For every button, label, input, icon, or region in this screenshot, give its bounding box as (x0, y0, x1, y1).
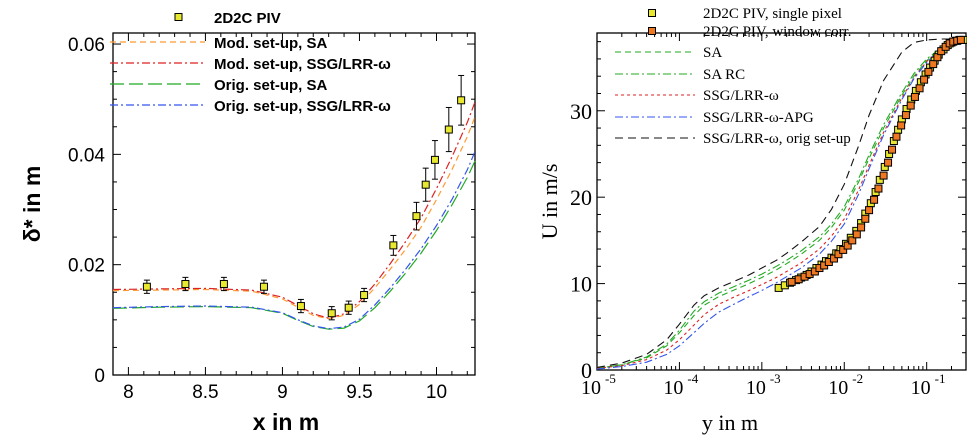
data-point (892, 132, 901, 141)
legend-label: SSG/LRR-ω (703, 88, 779, 104)
data-point (929, 60, 938, 69)
plot-frame (596, 32, 967, 371)
data-point (259, 282, 268, 291)
legend: 2D2C PIV Mod. set-up, SA Mod. set-up, SSG/… (110, 10, 391, 115)
data-point (360, 291, 369, 300)
data-point (920, 75, 929, 84)
x-tick-label: 10 (746, 377, 766, 399)
x-tick-label-exponent: -4 (687, 371, 698, 386)
data-point (829, 254, 838, 263)
x-tick-label: 9.5 (346, 382, 372, 403)
data-point (924, 67, 933, 76)
data-point (327, 309, 336, 318)
x-axis-label: y in m (702, 410, 758, 435)
series-line (112, 116, 476, 320)
x-tick-label: 8.5 (192, 382, 218, 403)
data-point (142, 282, 151, 291)
y-tick-label: 0 (581, 358, 592, 383)
legend-label: SSG/LRR-ω-APG (703, 110, 814, 126)
legend-label: 2D2C PIV, single pixel (703, 6, 842, 22)
data-point (412, 212, 421, 221)
data-point (857, 223, 866, 232)
legend-label: SSG/LRR-ω, orig set-up (703, 131, 851, 147)
data-point (884, 158, 893, 167)
series-line (112, 151, 476, 330)
data-point (787, 277, 796, 286)
data-point (910, 92, 919, 101)
x-tick-label: 10 (828, 377, 848, 399)
legend-label: SA (703, 45, 722, 61)
series-line (596, 38, 967, 369)
legend-marker (174, 13, 183, 21)
y-axis-label: U in m/s (537, 164, 562, 240)
y-tick-label: 0 (94, 366, 105, 387)
legend-marker (648, 27, 656, 35)
x-axis-label: x in m (253, 409, 319, 435)
y-tick-label: 0.04 (68, 145, 105, 166)
x-tick-label: 8 (123, 382, 134, 403)
data-point (296, 302, 305, 311)
x-tick-label-exponent: -3 (770, 371, 781, 386)
data-point (861, 214, 870, 223)
legend-label: Orig. set-up, SSG/LRR-ω (214, 98, 391, 115)
left-chart-displacement-thickness: 8 8.5 9 9.5 10 0 0.02 0.04 0.06 x in m δ* in m 2D2C… (19, 10, 476, 435)
x-tick-label: 10 (911, 377, 931, 399)
y-tick-label: 0.02 (68, 256, 105, 277)
x-tick-label: 9 (277, 382, 288, 403)
y-axis-label: δ* in m (19, 166, 45, 243)
y-tick-label: 30 (570, 99, 592, 124)
data-point (430, 155, 439, 164)
series-line (596, 38, 967, 369)
y-tick-label: 0.06 (68, 35, 105, 56)
legend-label: 2D2C PIV, window corr. (703, 24, 851, 40)
data-point (897, 121, 906, 130)
data-point (852, 230, 861, 239)
data-point (839, 245, 848, 254)
data-point (421, 180, 430, 189)
x-tick-label: 10 (581, 377, 601, 399)
series-line (596, 38, 967, 370)
legend-label: 2D2C PIV (214, 10, 281, 27)
legend-marker (648, 9, 656, 17)
data-point (834, 250, 843, 259)
data-point (865, 206, 874, 215)
legend: 2D2C PIV, single pixel 2D2C PIV, window c… (615, 6, 851, 147)
x-tick-label-exponent: -2 (852, 371, 863, 386)
data-point (181, 279, 190, 288)
data-point (843, 241, 852, 250)
series-line (596, 38, 966, 368)
legend-label: Mod. set-up, SSG/LRR-ω (214, 56, 391, 73)
series-line (112, 101, 476, 319)
data-point (848, 236, 857, 245)
data-point (457, 96, 466, 105)
data-point (937, 47, 946, 56)
legend-label: Orig. set-up, SA (214, 77, 328, 94)
y-tick-label: 20 (570, 185, 592, 210)
data-point (870, 195, 879, 204)
data-point (956, 35, 965, 44)
data-point (344, 303, 353, 312)
data-point (915, 84, 924, 93)
x-tick-label-exponent: -1 (935, 371, 946, 386)
x-tick-label: 10 (426, 382, 447, 403)
data-point (389, 241, 398, 250)
data-point (219, 279, 228, 288)
data-point (901, 111, 910, 120)
data-point (874, 184, 883, 193)
plot-frame (112, 32, 476, 376)
x-tick-label: 10 (663, 377, 683, 399)
series-line (596, 38, 967, 369)
data-point (906, 101, 915, 110)
legend-label: SA RC (703, 67, 745, 83)
x-tick-label-exponent: -5 (605, 371, 616, 386)
data-point (444, 125, 453, 134)
legend-label: Mod. set-up, SA (214, 35, 327, 52)
data-point (888, 145, 897, 154)
data-point (879, 171, 888, 180)
y-tick-label: 10 (570, 272, 592, 297)
